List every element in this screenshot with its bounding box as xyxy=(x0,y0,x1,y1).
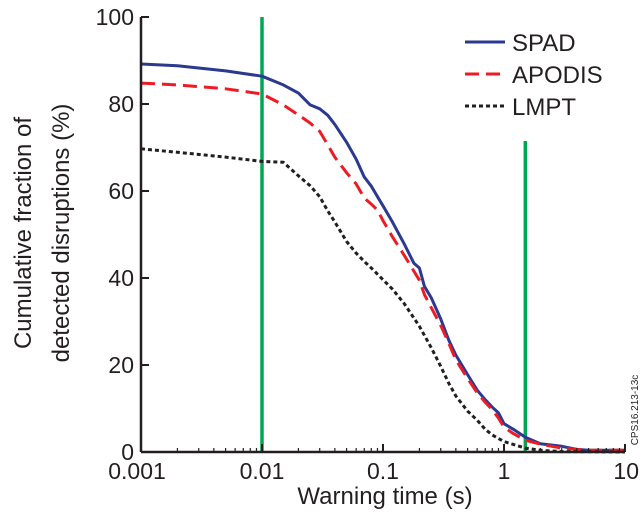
x-axis-title: Warning time (s) xyxy=(297,483,472,510)
y-tick-label: 100 xyxy=(96,4,134,30)
vertical-markers xyxy=(260,17,528,452)
x-tick-label: 0.1 xyxy=(367,458,399,484)
y-axis-title-line-1: Cumulative fraction of xyxy=(10,117,37,349)
y-tick-label: 20 xyxy=(108,352,134,378)
y-tick-label: 80 xyxy=(108,91,134,117)
y-tick-label: 60 xyxy=(108,178,134,204)
series-line-apodis xyxy=(140,81,625,452)
y-axis-title-line-2: detected disruptions (%) xyxy=(48,104,75,363)
legend-label-spad: SPAD xyxy=(512,30,576,57)
x-tick-label: 0.01 xyxy=(240,458,285,484)
figure-reference-label: CPS16.213-13c xyxy=(630,375,641,446)
y-tick-label: 0 xyxy=(121,439,134,465)
series-lines xyxy=(140,62,626,454)
legend: SPAD APODIS LMPT xyxy=(465,30,603,121)
x-tick-label: 10 xyxy=(613,458,639,484)
y-tick-label: 40 xyxy=(108,265,134,291)
legend-label-apodis: APODIS xyxy=(512,62,603,89)
x-tick-label: 0.001 xyxy=(108,458,166,484)
x-tick-label: 1 xyxy=(498,458,511,484)
series-line-lmpt xyxy=(140,147,626,454)
legend-label-lmpt: LMPT xyxy=(512,94,576,121)
ticks: 0 20 40 60 80 100 0.001 0.01 0.1 1 10 xyxy=(96,4,639,484)
series-line-spad xyxy=(140,62,625,452)
